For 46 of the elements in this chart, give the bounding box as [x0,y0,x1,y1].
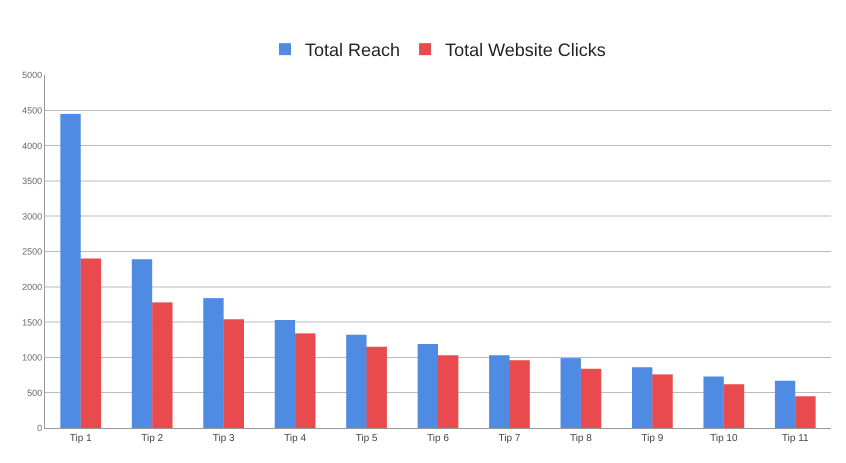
x-tick-label: Tip 7 [498,433,521,444]
bar [795,396,816,428]
bar [203,298,224,428]
bar [366,346,387,428]
bar [418,344,438,428]
x-tick-label: Tip 2 [141,433,164,444]
bar [132,259,152,428]
bar [152,302,173,428]
bar [724,384,744,428]
y-tick-label: 3000 [22,211,42,222]
bar [274,320,296,428]
x-tick-label: Tip 1 [70,433,92,444]
y-tick-label: 2000 [22,282,42,292]
bar [560,358,581,428]
x-tick-label: Tip 8 [570,433,592,444]
bar [224,319,244,428]
bar [438,355,458,428]
bar [489,355,510,428]
y-tick-label: 3500 [22,176,42,186]
bar [774,380,796,428]
x-tick-label: Tip 10 [710,433,738,444]
bar [60,114,81,428]
x-tick-label: Tip 4 [284,433,306,444]
x-tick-label: Tip 5 [356,433,378,444]
x-tick-label: Tip 6 [427,433,450,444]
bar [346,334,367,428]
legend-label: Total Reach [305,40,400,60]
y-tick-label: 1000 [22,352,42,363]
y-tick-label: 4000 [22,140,42,151]
x-tick-label: Tip 9 [641,433,664,444]
bar [80,258,102,428]
bar [580,368,602,428]
y-tick-label: 0 [37,423,42,434]
legend-label: Total Website Clicks [445,40,606,60]
x-tick-label: Tip 3 [212,433,235,444]
bar [652,374,673,428]
y-tick-label: 2500 [22,246,42,257]
y-tick-label: 500 [27,388,42,398]
y-tick-label: 5000 [22,70,42,80]
y-tick-label: 4500 [22,105,42,116]
y-tick-label: 1500 [22,317,42,328]
bar [509,360,530,428]
bar [295,333,316,428]
bar [632,367,652,428]
bar [703,376,724,428]
x-tick-label: Tip 11 [782,433,810,444]
